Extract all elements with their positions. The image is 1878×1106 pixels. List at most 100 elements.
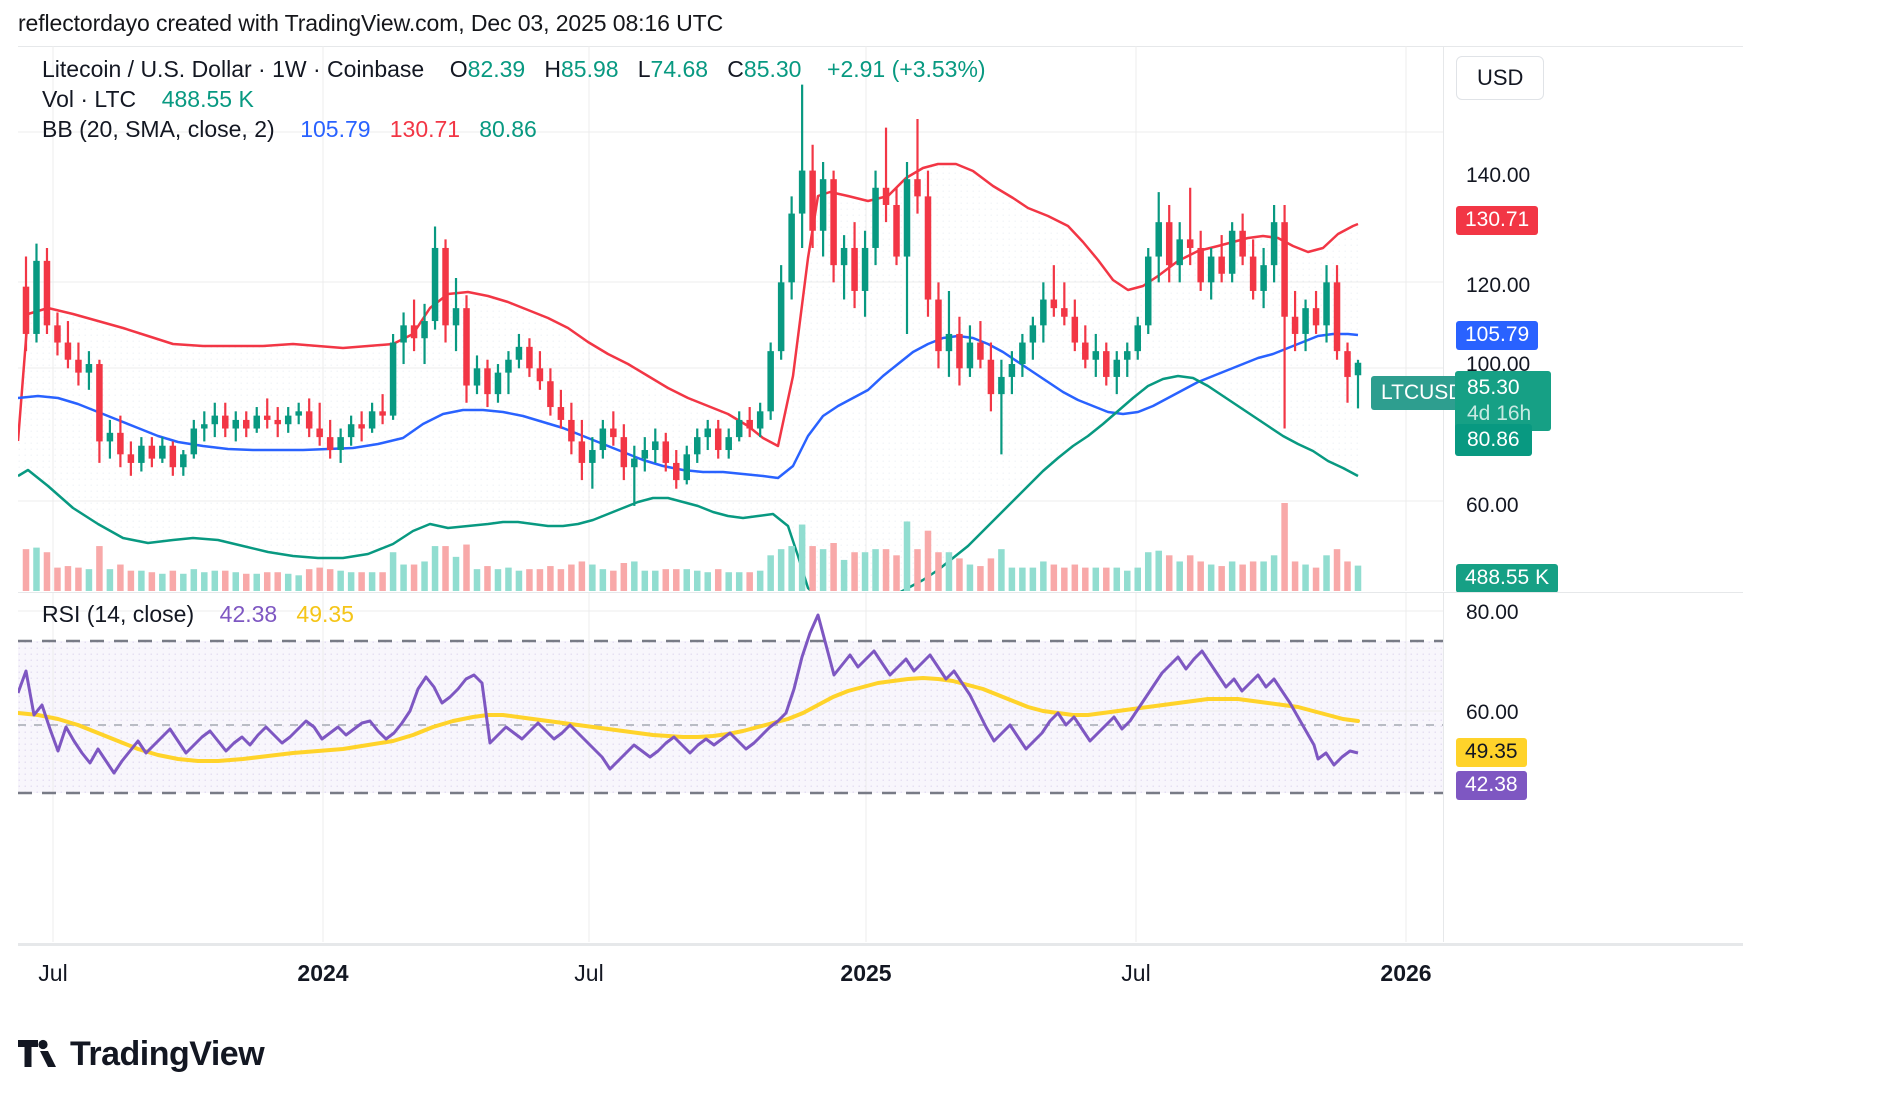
candle-body (1165, 222, 1173, 266)
candlestick-series (22, 84, 1362, 506)
candle-body (326, 437, 334, 451)
volume-bar (1354, 565, 1362, 591)
candle-body (631, 458, 638, 468)
volume-bar (746, 572, 753, 591)
candle-body (777, 282, 785, 352)
candle-body (43, 260, 51, 326)
candle-body (263, 415, 271, 420)
candle-body (903, 179, 911, 257)
candle-body (977, 342, 984, 360)
candle-body (180, 454, 187, 468)
candle-body (232, 419, 240, 429)
candle-body (442, 247, 449, 326)
candle-body (1323, 282, 1330, 326)
volume-bar (767, 555, 774, 591)
legend-volume-title: Vol · LTC (42, 86, 137, 112)
candle-body (96, 364, 103, 442)
candle-body (1008, 364, 1016, 377)
volume-badge: 488.55 K (1456, 564, 1559, 593)
rsi-plot-area[interactable] (18, 593, 1443, 942)
volume-bar (914, 549, 921, 591)
candle-body (1040, 299, 1047, 326)
candle-body (683, 454, 691, 481)
volume-bar (1260, 561, 1267, 591)
candle-body (819, 179, 827, 231)
candle-body (337, 437, 344, 451)
candle-body (1260, 265, 1267, 291)
volume-bar (861, 552, 869, 591)
legend-volume-value: 488.55 K (161, 86, 254, 112)
volume-bar (536, 569, 544, 591)
price-pane[interactable]: Litecoin / U.S. Dollar · 1W · Coinbase O… (18, 46, 1744, 593)
tradingview-wordmark: TradingView (70, 1035, 265, 1073)
legend-change-value: +2.91 (+3.53%) (827, 56, 986, 82)
candle-body (190, 428, 198, 455)
candle-body (935, 299, 942, 352)
volume-bar (127, 570, 135, 591)
volume-bar (1061, 567, 1068, 591)
rsi-tick-80: 80.00 (1466, 601, 1519, 624)
volume-bar (1323, 555, 1330, 591)
volume-bar (987, 558, 995, 591)
legend-volume-row[interactable]: Vol · LTC 488.55 K (42, 84, 986, 114)
price-badge-bb-upper: 130.71 (1456, 206, 1539, 235)
candle-body (284, 415, 292, 425)
candle-body (211, 415, 219, 425)
legend-bb-title: BB (20, SMA, close, 2) (42, 116, 275, 142)
volume-bar (683, 569, 691, 591)
price-scale[interactable]: USD 140.00 130.71 120.00 105.79 100.00 6… (1443, 46, 1744, 593)
legend-rsi-row[interactable]: RSI (14, close) 42.38 49.35 (42, 599, 354, 629)
rsi-line (18, 613, 1359, 775)
volume-bar (557, 569, 565, 591)
volume-bar (756, 570, 764, 591)
legend-symbol-title[interactable]: Litecoin / U.S. Dollar · 1W · Coinbase (42, 56, 425, 82)
candle-body (305, 411, 313, 429)
candle-body (1291, 316, 1299, 334)
candle-body (673, 462, 680, 481)
volume-bar (777, 549, 785, 591)
volume-bar (1207, 564, 1215, 591)
volume-bar (882, 549, 890, 591)
candle-body (274, 419, 281, 425)
candle-body (1082, 342, 1089, 360)
legend-symbol-row[interactable]: Litecoin / U.S. Dollar · 1W · Coinbase O… (42, 54, 986, 84)
bollinger-basis-line (18, 332, 1359, 480)
volume-bar (819, 549, 827, 591)
candle-body (578, 441, 586, 463)
candle-body (893, 204, 900, 257)
candle-body (64, 342, 72, 360)
legend-low-label: L (637, 56, 651, 82)
volume-bar (253, 573, 260, 591)
volume-bar (693, 570, 701, 591)
currency-label[interactable]: USD (1456, 56, 1545, 100)
volume-bar (1228, 561, 1236, 591)
volume-bar (431, 546, 439, 591)
volume-bar (243, 573, 250, 591)
volume-bar (725, 572, 732, 591)
volume-bar (1249, 561, 1257, 591)
volume-bar (526, 569, 533, 591)
volume-bar (274, 572, 281, 591)
candle-body (956, 333, 963, 369)
price-badge-bb-basis: 105.79 (1456, 321, 1539, 350)
candle-body (861, 247, 869, 291)
legend-high-value: 85.98 (561, 56, 619, 82)
rsi-vgridlines (52, 593, 1407, 942)
legend-close-value: 85.30 (743, 56, 802, 82)
volume-bar (599, 569, 607, 591)
legend-bb-row[interactable]: BB (20, SMA, close, 2) 105.79 130.71 80.… (42, 114, 986, 144)
candle-body (1155, 222, 1162, 257)
rsi-scale[interactable]: 80.00 60.00 49.35 42.38 (1443, 593, 1744, 942)
rsi-badge: 42.38 (1456, 771, 1527, 800)
legend-rsi-title: RSI (14, close) (42, 601, 195, 627)
time-axis[interactable]: Jul 2024 Jul 2025 Jul 2026 (18, 944, 1743, 1000)
price-plot-area[interactable] (18, 46, 1443, 591)
volume-bar (117, 564, 124, 591)
candle-body (1061, 308, 1068, 317)
price-plot-svg (18, 46, 1443, 591)
rsi-pane[interactable]: RSI (14, close) 42.38 49.35 (18, 592, 1743, 942)
tradingview-logo-icon (18, 1039, 56, 1067)
volume-bar (662, 569, 670, 591)
volume-bar (851, 552, 858, 591)
candle-body (610, 428, 617, 438)
